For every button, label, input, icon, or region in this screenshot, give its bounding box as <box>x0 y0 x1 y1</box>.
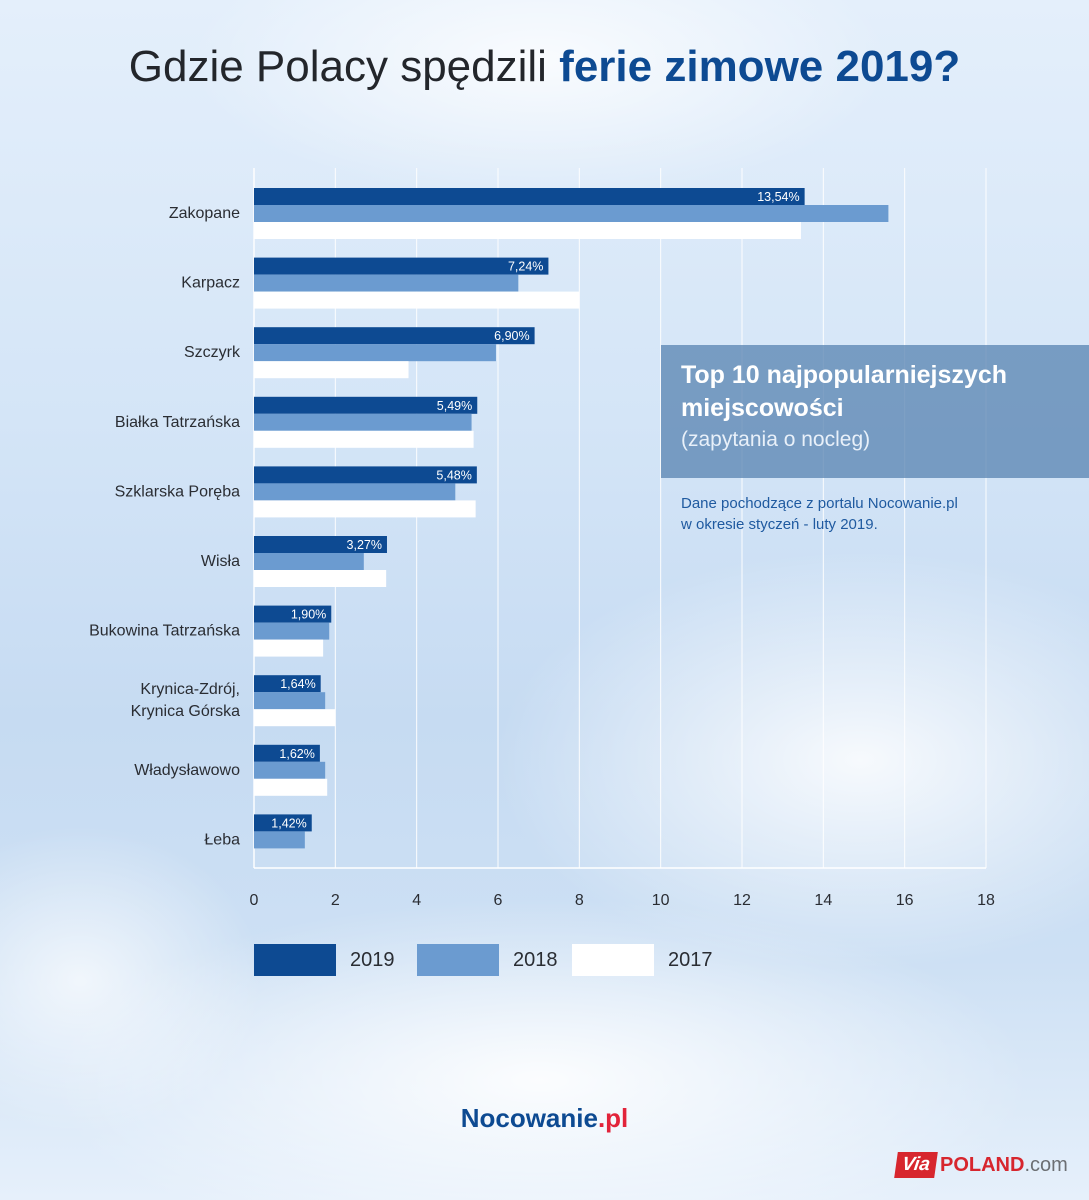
data-label: 1,90% <box>291 608 326 622</box>
info-box: Top 10 najpopularniejszych miejscowości … <box>661 345 1089 478</box>
bar-chart: 0 2 4 6 8 10 12 14 16 18 13,54% Zakopane 7,24% Karpac… <box>89 188 995 976</box>
data-label: 13,54% <box>757 190 799 204</box>
info-subtitle: (zapytania o nocleg) <box>681 428 871 451</box>
x-tick-label: 14 <box>814 892 832 909</box>
bar-2017 <box>254 430 474 448</box>
category-label: Szklarska Poręba <box>115 483 240 500</box>
category-label: Szczyrk <box>184 344 241 361</box>
legend-swatch-2018 <box>417 944 499 976</box>
category-label-line: Krynica Górska <box>131 703 240 720</box>
bar-2019 <box>254 396 478 414</box>
via-logo-name: POLAND <box>940 1154 1025 1176</box>
bar-2019 <box>254 327 535 345</box>
bar-2019 <box>254 536 387 553</box>
bar-2018 <box>254 761 326 779</box>
legend-label-2017: 2017 <box>668 949 713 971</box>
bar-2017 <box>254 709 336 727</box>
info-title-line2: miejscowości <box>681 394 844 422</box>
category-label: Władysławowo <box>134 762 240 779</box>
category-label-line: Białka Tatrzańska <box>115 414 240 431</box>
bar-2018 <box>254 622 330 640</box>
category-label-line: Zakopane <box>169 205 240 222</box>
bar-2018 <box>254 483 456 501</box>
data-label: 6,90% <box>494 329 529 343</box>
category-label: Łeba <box>204 831 240 848</box>
brand-logo: Nocowanie.pl <box>0 1103 1089 1134</box>
bar-2019 <box>254 257 549 275</box>
category-label-line: Krynica-Zdrój, <box>140 681 240 698</box>
bar-2019 <box>254 744 320 762</box>
data-label: 5,49% <box>437 399 472 413</box>
category-label-line: Szczyrk <box>184 344 241 361</box>
title-normal: Gdzie Polacy spędzili <box>128 42 560 91</box>
x-tick-label: 6 <box>494 892 503 909</box>
legend-swatch-2017 <box>572 944 654 976</box>
category-label-line: Szklarska Poręba <box>115 483 240 500</box>
x-tick-label: 10 <box>652 892 670 909</box>
bar-2019 <box>254 675 321 693</box>
bar-2017 <box>254 361 409 379</box>
data-label: 1,42% <box>271 816 306 830</box>
bar-2018 <box>254 831 305 849</box>
data-label: 1,62% <box>279 747 314 761</box>
bar-2017 <box>254 639 324 657</box>
x-tick-label: 12 <box>733 892 751 909</box>
bar-2018 <box>254 692 326 710</box>
bar-2017 <box>254 291 580 309</box>
data-label: 1,64% <box>280 677 315 691</box>
category-label: Zakopane <box>169 205 240 222</box>
category-label: Białka Tatrzańska <box>115 414 240 431</box>
bar-2019 <box>254 188 805 205</box>
via-logo-mark: Via <box>894 1152 938 1178</box>
category-label-line: Wisła <box>201 553 240 570</box>
data-label: 5,48% <box>436 468 471 482</box>
title-bold: ferie zimowe 2019? <box>559 42 961 91</box>
via-poland-logo: Via POLAND.com <box>894 1152 1076 1178</box>
x-tick-label: 4 <box>412 892 421 909</box>
category-label-line: Karpacz <box>181 275 240 292</box>
bar-2017 <box>254 500 476 518</box>
source-line2: w okresie styczeń - luty 2019. <box>681 516 878 533</box>
bar-2017 <box>254 222 801 239</box>
bar-2017 <box>254 570 387 587</box>
category-label-line: Bukowina Tatrzańska <box>89 623 240 640</box>
x-tick-label: 16 <box>896 892 914 909</box>
x-tick-label: 0 <box>250 892 259 909</box>
x-tick-label: 8 <box>575 892 584 909</box>
bar-2018 <box>254 413 472 431</box>
page-title: Gdzie Polacy spędzili ferie zimowe 2019? <box>0 42 1089 92</box>
source-note: Dane pochodzące z portalu Nocowanie.pl w… <box>681 493 1061 535</box>
bar-2018 <box>254 274 519 292</box>
legend-label-2018: 2018 <box>513 949 558 971</box>
source-line1: Dane pochodzące z portalu Nocowanie.pl <box>681 495 958 512</box>
legend-label-2019: 2019 <box>350 949 395 971</box>
brand-suffix: .pl <box>597 1103 629 1133</box>
bar-2017 <box>254 778 328 796</box>
bar-2019 <box>254 605 332 623</box>
bar-2018 <box>254 344 496 362</box>
bar-2019 <box>254 466 477 484</box>
category-label: Karpacz <box>181 275 240 292</box>
category-label-line: Łeba <box>204 831 240 848</box>
via-logo-word: POLAND.com <box>940 1154 1068 1177</box>
via-logo-domain: .com <box>1024 1154 1068 1176</box>
category-label: Bukowina Tatrzańska <box>89 623 240 640</box>
x-tick-label: 2 <box>331 892 340 909</box>
category-label: Wisła <box>201 553 240 570</box>
data-label: 3,27% <box>347 538 382 552</box>
info-title-line1: Top 10 najpopularniejszych <box>681 361 1007 389</box>
data-label: 7,24% <box>508 260 543 274</box>
bar-2019 <box>254 814 312 832</box>
brand-name: Nocowanie <box>460 1103 598 1133</box>
bar-2018 <box>254 205 889 222</box>
x-tick-label: 18 <box>977 892 995 909</box>
category-label: Krynica-Zdrój, Krynica Górska <box>131 681 240 720</box>
category-label-line: Władysławowo <box>134 762 240 779</box>
bar-2018 <box>254 553 364 570</box>
legend-swatch-2019 <box>254 944 336 976</box>
